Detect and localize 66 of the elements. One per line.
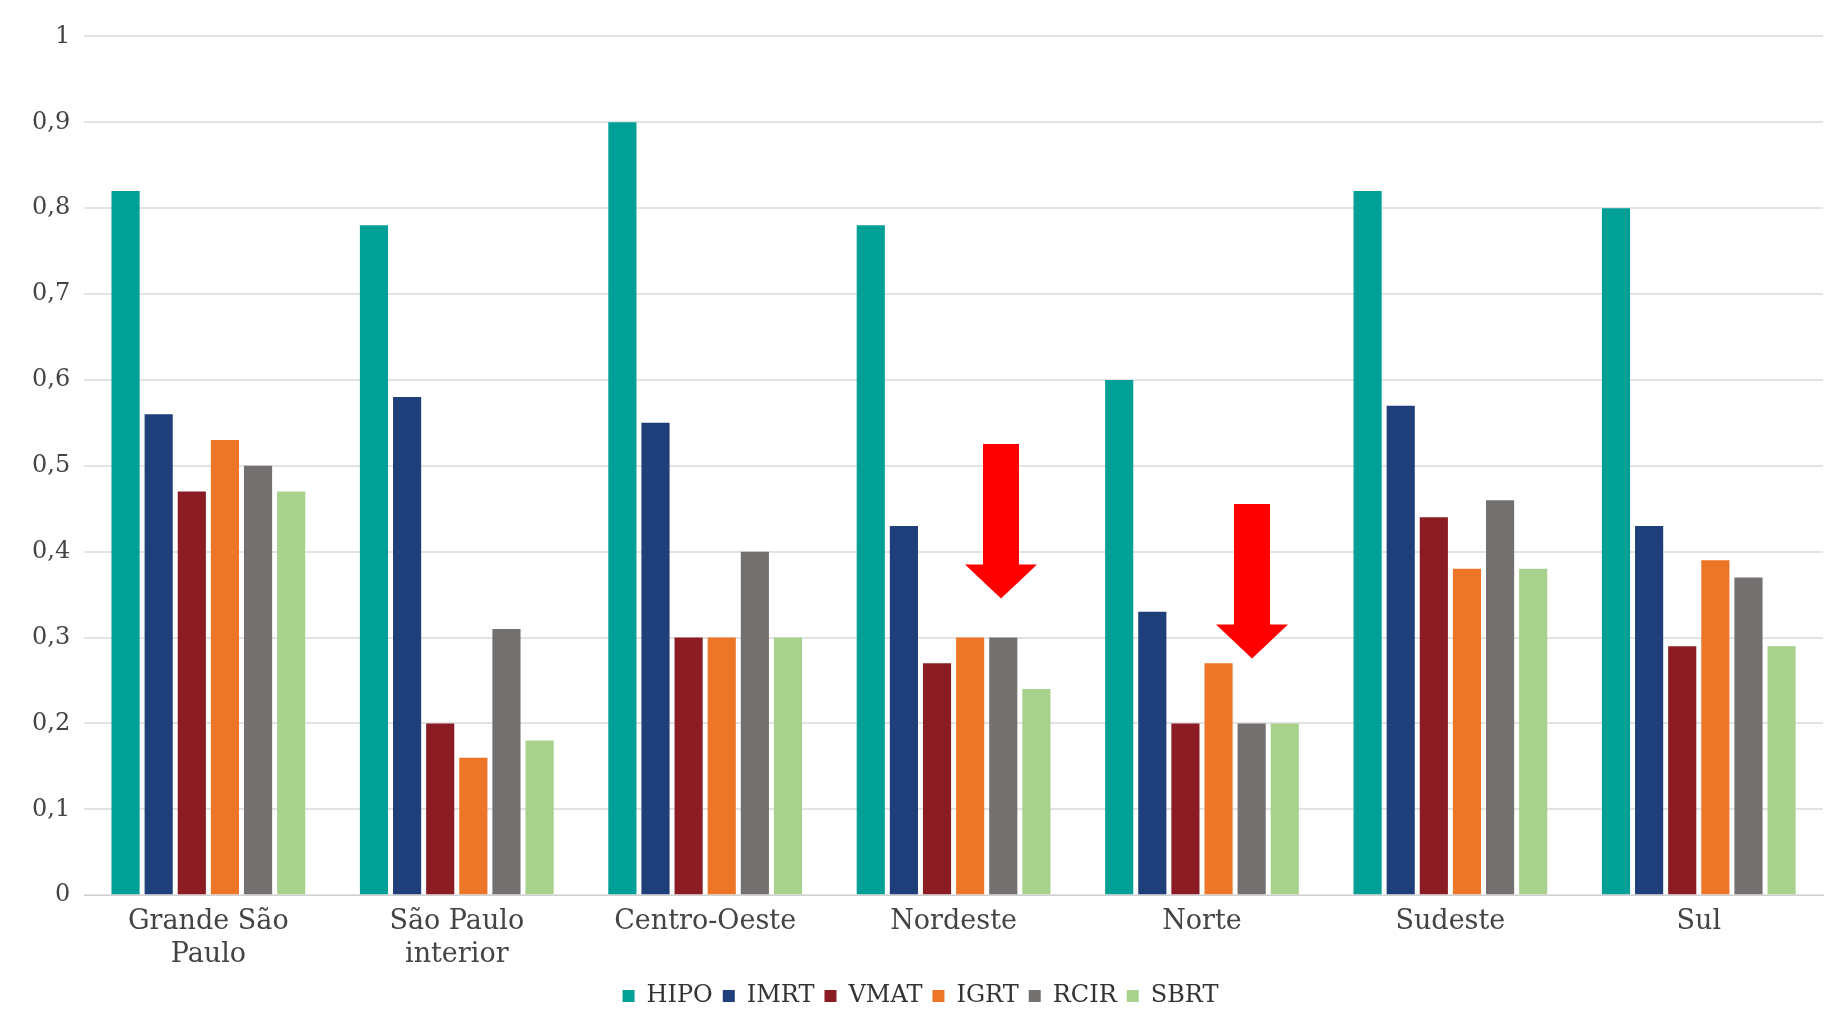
legend-label: HIPO xyxy=(646,980,713,1009)
bar xyxy=(210,440,240,895)
bar xyxy=(1022,689,1051,895)
bar xyxy=(1452,568,1482,895)
bar xyxy=(1419,517,1448,895)
bar xyxy=(1734,577,1763,895)
bar xyxy=(144,414,173,895)
bar xyxy=(707,637,736,895)
y-tick-label: 0 xyxy=(54,879,71,908)
bar xyxy=(608,122,637,895)
y-tick-label: 0,5 xyxy=(32,450,71,479)
bar xyxy=(277,491,306,895)
legend-label: RCIR xyxy=(1052,980,1118,1009)
bar xyxy=(641,422,670,895)
x-tick-label: Centro-Oeste xyxy=(614,904,797,936)
bar xyxy=(1486,500,1515,895)
y-tick-label: 1 xyxy=(54,20,71,49)
bar xyxy=(1668,646,1697,895)
bar xyxy=(889,525,918,895)
x-tick-label: Norte xyxy=(1162,904,1242,936)
bar xyxy=(989,637,1018,895)
y-tick-label: 0,8 xyxy=(32,192,71,221)
bar xyxy=(1237,723,1266,895)
bar xyxy=(359,225,389,895)
bar xyxy=(956,637,985,895)
legend-label: SBRT xyxy=(1150,980,1219,1009)
legend-label: VMAT xyxy=(847,980,923,1009)
bar xyxy=(1353,190,1382,895)
bar xyxy=(1519,568,1548,895)
y-tick-label: 0,6 xyxy=(32,364,71,393)
legend-label: IGRT xyxy=(956,980,1019,1009)
bar xyxy=(1635,525,1664,895)
bar xyxy=(1204,663,1233,895)
legend-label: IMRT xyxy=(746,980,815,1009)
bar xyxy=(1701,560,1730,895)
bar xyxy=(111,190,140,895)
bar xyxy=(1171,723,1200,895)
x-tick-label: Sul xyxy=(1676,904,1722,936)
x-tick-label: Sudeste xyxy=(1395,904,1506,936)
bar xyxy=(393,397,422,895)
y-tick-label: 0,2 xyxy=(32,707,71,736)
bar xyxy=(492,628,521,895)
bar xyxy=(773,637,803,895)
bar xyxy=(674,637,703,895)
x-tick-label: São Paulo interior xyxy=(389,904,525,968)
bar xyxy=(525,740,554,895)
bar xyxy=(1270,723,1299,895)
bar xyxy=(426,723,455,895)
bar xyxy=(243,465,273,895)
bar xyxy=(459,757,488,895)
y-tick-label: 0,9 xyxy=(32,106,71,135)
bar xyxy=(1138,611,1167,895)
y-tick-label: 0,3 xyxy=(32,621,71,650)
bar xyxy=(922,663,952,895)
bar xyxy=(1105,379,1134,895)
bar xyxy=(177,491,206,895)
bar xyxy=(740,551,769,895)
x-tick-label: Grande São Paulo xyxy=(128,904,289,968)
bar xyxy=(1767,646,1796,895)
y-tick-label: 0,7 xyxy=(32,278,71,307)
y-tick-label: 0,1 xyxy=(32,793,71,822)
bar xyxy=(1386,405,1415,895)
bar xyxy=(1601,208,1631,895)
bar xyxy=(856,225,885,895)
x-tick-label: Nordeste xyxy=(890,904,1017,936)
y-tick-label: 0,4 xyxy=(32,535,71,564)
